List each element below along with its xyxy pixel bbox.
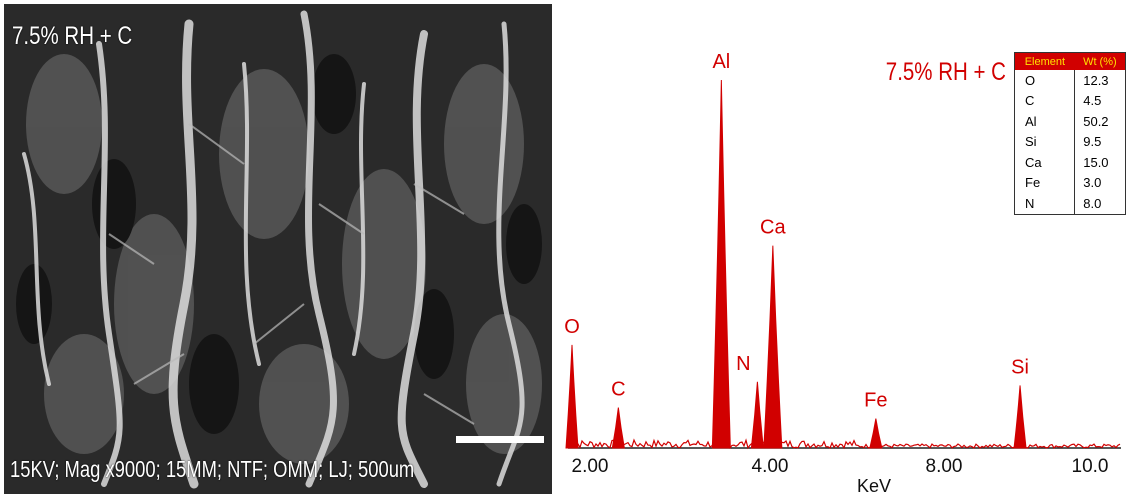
x-tick-label: 4.00 xyxy=(752,456,789,477)
table-row: Si 9.5 xyxy=(1015,131,1126,152)
peak-si xyxy=(1013,385,1027,449)
wt-cell: 3.0 xyxy=(1074,172,1126,193)
peak-al xyxy=(711,79,731,449)
ticks-layer: 2.00 4.00 8.00 10.0 xyxy=(572,456,1109,477)
table-row: C 4.5 xyxy=(1015,90,1126,111)
element-cell: Si xyxy=(1025,134,1037,150)
wt-cell: 4.5 xyxy=(1074,90,1126,111)
element-cell: Fe xyxy=(1025,175,1041,191)
peak-ca xyxy=(763,245,783,449)
x-tick-label: 10.0 xyxy=(1072,456,1109,477)
baseline-noise xyxy=(567,438,1121,450)
scale-bar xyxy=(456,436,544,443)
peak-label-si: Si xyxy=(1011,356,1029,378)
x-axis-title: KeV xyxy=(857,476,891,496)
sem-title: 7.5% RH + C xyxy=(12,22,133,50)
peak-c xyxy=(611,407,625,449)
element-cell: O xyxy=(1025,72,1036,88)
peak-n xyxy=(750,381,764,449)
element-cell: C xyxy=(1025,93,1035,109)
peak-o xyxy=(565,344,579,449)
wt-cell: 15.0 xyxy=(1074,152,1126,173)
table-row: N 8.0 xyxy=(1015,193,1126,214)
peak-label-o: O xyxy=(564,316,580,338)
peak-fe xyxy=(869,418,883,449)
table-row: Ca 15.0 xyxy=(1015,152,1126,173)
sem-texture xyxy=(4,4,552,494)
peaks-layer: O C Al N Ca Fe Si xyxy=(564,51,1029,449)
sem-caption: 15KV; Mag x9000; 15MM; NTF; OMM; LJ; 500… xyxy=(10,456,415,482)
sem-micrograph: 7.5% RH + C 15KV; Mag x9000; 15MM; NTF; … xyxy=(4,4,552,494)
table-header-element: Element xyxy=(1014,52,1075,70)
element-cell: Al xyxy=(1025,113,1037,129)
wt-cell: 50.2 xyxy=(1074,111,1126,132)
x-tick-label: 8.00 xyxy=(926,456,963,477)
peak-label-ca: Ca xyxy=(760,217,786,239)
element-cell: N xyxy=(1025,195,1035,211)
chart-title: 7.5% RH + C xyxy=(886,57,1006,85)
table-row: Al 50.2 xyxy=(1015,111,1126,132)
composition-table: Element Wt (%) O 12.3 C 4.5 Al 50.2 Si 9.5 C… xyxy=(1014,52,1126,215)
table-row: O 12.3 xyxy=(1015,70,1126,91)
wt-cell: 9.5 xyxy=(1074,131,1126,152)
wt-cell: 12.3 xyxy=(1074,70,1126,91)
element-cell: Ca xyxy=(1025,154,1042,170)
table-row: Fe 3.0 xyxy=(1015,172,1126,193)
peak-label-n: N xyxy=(736,353,750,375)
wt-cell: 8.0 xyxy=(1074,193,1126,214)
peak-label-fe: Fe xyxy=(864,390,887,412)
x-tick-label: 2.00 xyxy=(572,456,609,477)
peak-label-al: Al xyxy=(712,51,730,73)
peak-label-c: C xyxy=(611,379,625,401)
table-header-wt: Wt (%) xyxy=(1074,52,1126,70)
